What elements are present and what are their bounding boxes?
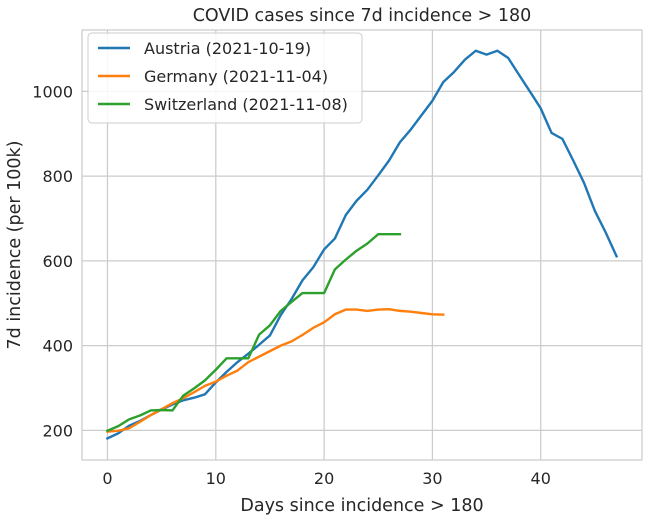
legend-box: [87, 32, 363, 124]
x-tick-label: 20: [314, 469, 334, 488]
series-lines: [105, 49, 619, 440]
y-axis-title: 7d incidence (per 100k): [5, 141, 25, 350]
y-tick-label: 800: [42, 167, 73, 186]
y-tick-labels: 200 400 600 800 1000: [32, 82, 73, 440]
y-tick-label: 1000: [32, 82, 73, 101]
y-tick-label: 200: [42, 421, 73, 440]
series-line-2: [105, 232, 402, 433]
x-tick-label: 0: [102, 469, 112, 488]
legend-label-2: Switzerland (2021-11-08): [144, 95, 348, 114]
chart-title: COVID cases since 7d incidence > 180: [193, 6, 532, 26]
x-axis-title: Days since incidence > 180: [240, 496, 483, 516]
x-tick-label: 10: [206, 469, 226, 488]
x-tick-labels: 0 10 20 30 40: [102, 469, 551, 488]
y-tick-label: 400: [42, 337, 73, 356]
y-tick-label: 600: [42, 252, 73, 271]
legend-label-0: Austria (2021-10-19): [144, 39, 311, 58]
legend-entries: Austria (2021-10-19) Germany (2021-11-04)…: [98, 39, 348, 114]
x-tick-label: 40: [531, 469, 551, 488]
series-line-1: [106, 307, 445, 433]
x-tick-label: 30: [422, 469, 442, 488]
legend-label-1: Germany (2021-11-04): [144, 67, 328, 86]
series-line-0: [105, 49, 619, 440]
legend: Austria (2021-10-19) Germany (2021-11-04)…: [87, 32, 363, 124]
